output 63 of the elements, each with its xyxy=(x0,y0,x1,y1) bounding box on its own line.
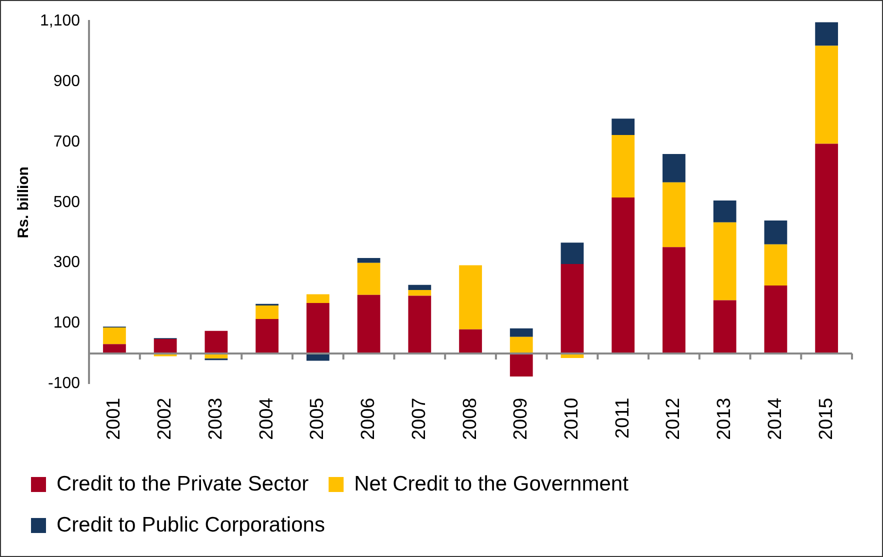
bar xyxy=(612,118,635,135)
x-tick-label: 2001 xyxy=(104,398,125,440)
bar xyxy=(204,330,228,354)
y-tick-label: 500 xyxy=(53,194,80,211)
x-tick-label: 2004 xyxy=(256,397,278,440)
x-tick-label: 2003 xyxy=(205,398,226,440)
x-tick-label: 2013 xyxy=(714,398,736,440)
bar xyxy=(713,222,736,300)
legend-label: Net Credit to the Government xyxy=(354,472,629,496)
bar xyxy=(713,200,736,222)
bar xyxy=(459,265,482,330)
bar xyxy=(357,294,380,354)
y-tick-label: 100 xyxy=(53,314,80,332)
bar xyxy=(560,264,584,354)
x-tick-label: 2007 xyxy=(408,398,430,440)
y-tick-label: 900 xyxy=(53,72,80,90)
y-tick-label: 700 xyxy=(53,133,80,150)
bar xyxy=(510,328,533,337)
bar xyxy=(306,303,330,354)
bar xyxy=(764,220,788,244)
y-tick-label: 300 xyxy=(53,254,80,272)
bar xyxy=(154,338,177,354)
x-tick-label: 2002 xyxy=(154,398,176,440)
bar xyxy=(408,290,432,296)
bar xyxy=(408,296,432,354)
x-tick-label: 2011 xyxy=(612,398,634,439)
bar xyxy=(357,262,380,295)
bar xyxy=(815,46,838,144)
bar xyxy=(764,285,788,354)
y-axis-title: Rs. billion xyxy=(15,166,32,238)
bar xyxy=(612,134,635,198)
bar xyxy=(357,258,380,263)
bar xyxy=(815,22,838,46)
bar xyxy=(662,247,686,354)
x-tick-label: 2009 xyxy=(510,398,532,440)
x-tick-label: 2008 xyxy=(460,398,481,440)
legend-label: Credit to the Private Sector xyxy=(56,472,309,496)
bar xyxy=(103,328,126,344)
y-tick-label: 1,100 xyxy=(40,12,80,30)
x-tick-label: 2012 xyxy=(663,398,684,440)
bar xyxy=(306,294,330,304)
y-tick-label: -100 xyxy=(48,375,80,392)
x-tick-label: 2015 xyxy=(816,398,837,440)
bar xyxy=(662,182,686,248)
bar xyxy=(306,354,330,361)
bar xyxy=(713,300,736,354)
x-tick-label: 2010 xyxy=(561,398,582,440)
bar xyxy=(103,344,126,354)
x-tick-label: 2005 xyxy=(307,398,328,440)
x-tick-label: 2006 xyxy=(358,398,380,440)
bar xyxy=(408,284,432,290)
bar xyxy=(256,305,279,320)
bar xyxy=(459,329,482,354)
bar xyxy=(256,319,279,354)
bar xyxy=(560,242,584,264)
bar xyxy=(662,154,686,182)
bar xyxy=(612,198,635,354)
bar xyxy=(510,354,533,376)
x-tick-label: 2014 xyxy=(764,397,786,440)
bar xyxy=(510,336,533,354)
legend-label: Credit to Public Corporations xyxy=(56,513,325,536)
bar xyxy=(764,244,788,286)
bar xyxy=(815,144,838,354)
